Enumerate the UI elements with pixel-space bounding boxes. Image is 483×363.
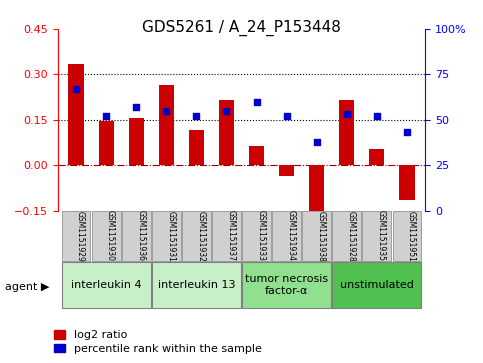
FancyBboxPatch shape xyxy=(272,211,301,261)
Bar xyxy=(189,130,204,165)
FancyBboxPatch shape xyxy=(122,211,151,261)
FancyBboxPatch shape xyxy=(92,211,121,261)
Text: tumor necrosis
factor-α: tumor necrosis factor-α xyxy=(245,274,328,296)
Bar xyxy=(309,165,324,226)
Bar xyxy=(369,148,384,165)
Bar xyxy=(279,165,294,176)
Text: GSM1151951: GSM1151951 xyxy=(407,211,416,261)
FancyBboxPatch shape xyxy=(182,211,211,261)
FancyBboxPatch shape xyxy=(152,211,181,261)
FancyBboxPatch shape xyxy=(152,262,241,307)
Point xyxy=(283,113,290,119)
Bar xyxy=(99,121,114,165)
Text: interleukin 13: interleukin 13 xyxy=(157,280,235,290)
FancyBboxPatch shape xyxy=(212,211,241,261)
FancyBboxPatch shape xyxy=(302,211,331,261)
Text: GSM1151929: GSM1151929 xyxy=(76,211,85,261)
Bar xyxy=(159,85,174,165)
FancyBboxPatch shape xyxy=(362,211,391,261)
Point xyxy=(313,139,321,144)
Bar xyxy=(69,64,84,165)
Text: unstimulated: unstimulated xyxy=(340,280,414,290)
Point xyxy=(253,99,260,105)
Point xyxy=(403,130,411,135)
FancyBboxPatch shape xyxy=(61,262,151,307)
FancyBboxPatch shape xyxy=(61,211,90,261)
FancyBboxPatch shape xyxy=(332,211,361,261)
Bar xyxy=(339,100,355,165)
Text: interleukin 4: interleukin 4 xyxy=(71,280,142,290)
Text: GSM1151932: GSM1151932 xyxy=(197,211,205,261)
Text: GSM1151937: GSM1151937 xyxy=(227,211,235,261)
FancyBboxPatch shape xyxy=(332,262,422,307)
Point xyxy=(343,111,351,117)
Text: GSM1151938: GSM1151938 xyxy=(317,211,326,261)
Point xyxy=(132,104,140,110)
Point xyxy=(193,113,200,119)
Point xyxy=(72,86,80,92)
Text: GSM1151930: GSM1151930 xyxy=(106,211,115,261)
Text: GSM1151933: GSM1151933 xyxy=(256,211,266,261)
Legend: log2 ratio, percentile rank within the sample: log2 ratio, percentile rank within the s… xyxy=(54,330,262,354)
Bar xyxy=(219,100,234,165)
Text: GSM1151934: GSM1151934 xyxy=(286,211,296,261)
Text: agent ▶: agent ▶ xyxy=(5,282,49,292)
Text: GSM1151928: GSM1151928 xyxy=(347,211,356,261)
Bar xyxy=(249,146,264,165)
Bar xyxy=(399,165,414,200)
Text: GDS5261 / A_24_P153448: GDS5261 / A_24_P153448 xyxy=(142,20,341,36)
Point xyxy=(223,108,230,114)
Point xyxy=(162,108,170,114)
Point xyxy=(373,113,381,119)
Text: GSM1151936: GSM1151936 xyxy=(136,211,145,261)
FancyBboxPatch shape xyxy=(393,211,422,261)
Point xyxy=(102,113,110,119)
FancyBboxPatch shape xyxy=(242,211,271,261)
Text: GSM1151935: GSM1151935 xyxy=(377,211,386,261)
FancyBboxPatch shape xyxy=(242,262,331,307)
Bar xyxy=(128,118,144,165)
Text: GSM1151931: GSM1151931 xyxy=(166,211,175,261)
